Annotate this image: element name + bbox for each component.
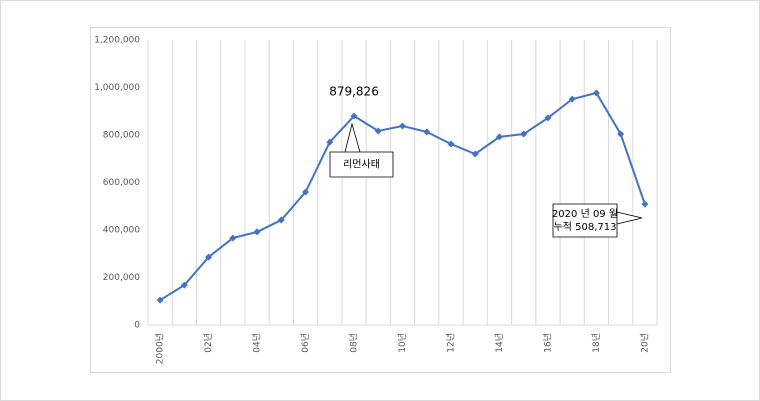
y-tick-label: 1,200,000 [94,36,140,46]
annotation: 2020 년 09 월 [552,208,618,220]
annotation: 리먼사태 [343,159,380,171]
marker [229,234,237,242]
marker [641,200,649,208]
marker [326,138,334,146]
marker [447,140,455,148]
y-tick-label: 800,000 [103,131,140,141]
data-label: 879,826 [329,85,379,99]
marker [302,188,310,196]
marker [592,89,600,97]
x-tick-label: 04년 [252,333,263,353]
marker [520,130,528,138]
marker [156,296,164,304]
x-tick-label: 12년 [445,333,456,353]
y-tick-label: 200,000 [103,273,140,283]
marker [253,228,261,236]
marker [471,150,479,158]
y-tick-label: 400,000 [103,226,140,236]
x-tick-label: 18년 [591,333,602,353]
marker [205,253,213,261]
marker [495,133,503,141]
callout-fill [330,152,393,177]
x-tick-label: 06년 [300,333,311,353]
marker [399,122,406,130]
marker [423,128,431,136]
marker [544,114,552,122]
marker [568,95,576,103]
x-tick-label: 20년 [639,333,650,353]
annotation: 누적 508,713 [554,221,617,233]
callout-fill [553,204,617,237]
x-tick-label: 2000년 [155,333,166,364]
marker [374,127,382,135]
marker [350,112,358,120]
y-tick-label: 600,000 [103,178,140,188]
x-tick-label: 02년 [203,333,214,353]
marker [617,130,625,138]
x-tick-label: 16년 [542,333,553,353]
y-tick-label: 1,000,000 [94,83,140,93]
x-tick-label: 08년 [349,333,360,353]
y-tick-label: 0 [134,321,140,331]
marker [277,216,285,224]
chart-frame [90,27,671,373]
x-tick-label: 10년 [397,333,408,353]
marker [180,281,188,289]
x-tick-label: 14년 [494,333,505,353]
